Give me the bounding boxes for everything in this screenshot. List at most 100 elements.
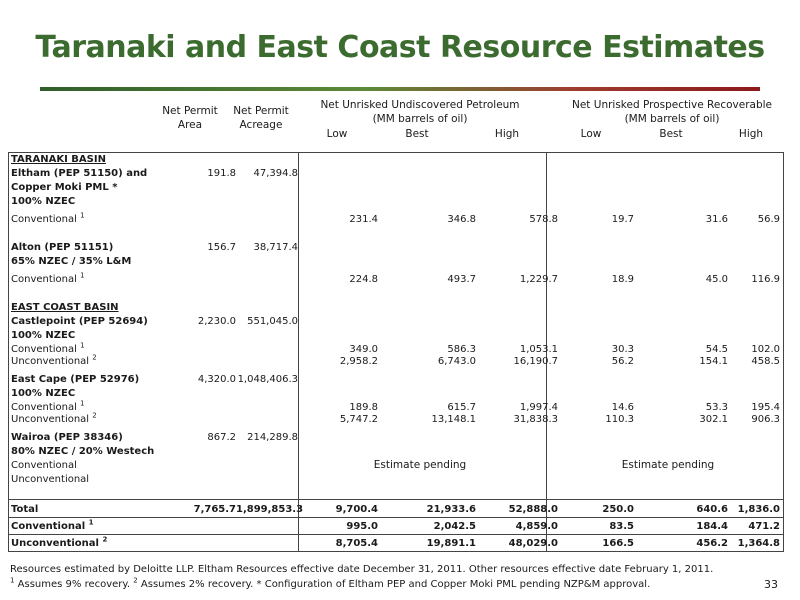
header-unrisked-undiscovered-unit: (MM barrels of oil) <box>372 113 468 125</box>
cell-p-high: 458.5 <box>751 356 780 367</box>
cell-u-high: 52,888.0 <box>508 504 558 515</box>
cell-u-low: 349.0 <box>349 344 378 355</box>
cell-p-high: 471.2 <box>748 521 780 532</box>
cell-p-low: 56.2 <box>611 356 634 367</box>
footnote-marker-1: 1 <box>10 576 15 585</box>
table-row: Conventional 1 224.8 493.7 1,229.7 18.9 45.0 1… <box>8 271 784 287</box>
footnote-recovery: 1 Assumes 9% recovery. 2 Assumes 2% reco… <box>10 576 651 592</box>
header-p-high: High <box>738 128 764 140</box>
cell-acreage: 1,899,853.3 <box>236 504 304 515</box>
cell-u-high: 578.8 <box>529 214 558 225</box>
total-divider <box>8 499 784 500</box>
row-label: Unconventional <box>11 538 99 549</box>
cell-p-low: 250.0 <box>602 504 634 515</box>
cell-u-low: 995.0 <box>346 521 378 532</box>
row-label: Unconventional <box>11 414 90 425</box>
cell-area: 2,230.0 <box>197 316 236 327</box>
footnote-marker: 1 <box>80 271 85 280</box>
cell-p-best: 456.2 <box>696 538 728 549</box>
table-row: Unconventional <box>8 473 784 487</box>
cell-u-best: 2,042.5 <box>433 521 476 532</box>
cell-u-low: 189.8 <box>349 402 378 413</box>
footnote-marker: 2 <box>92 353 97 362</box>
cell-p-low: 19.7 <box>611 214 634 225</box>
cell-u-best: 13,148.1 <box>431 414 476 425</box>
cell-u-low: 5,747.2 <box>339 414 378 425</box>
table-row: Conventional 1 231.4 346.8 578.8 19.7 31.6 56.… <box>8 211 784 227</box>
cell-area: 4,320.0 <box>197 374 236 385</box>
header-unrisked-prospective: Net Unrisked Prospective Recoverable <box>571 99 772 111</box>
table-row: TARANAKI BASIN <box>8 153 784 167</box>
cell-u-low: 9,700.4 <box>335 504 378 515</box>
table-row: EAST COAST BASIN <box>8 301 784 315</box>
cell-acreage: 551,045.0 <box>247 316 298 327</box>
table-row: 80% NZEC / 20% Westech <box>8 445 784 459</box>
table-row: Wairoa (PEP 38346) 867.2 214,289.8 <box>8 431 784 445</box>
table-row: 100% NZEC <box>8 387 784 401</box>
row-label-wrap: Conventional 1 <box>11 399 85 415</box>
table-row: 100% NZEC <box>8 329 784 343</box>
table-row: Total 7,765.7 1,899,853.3 9,700.4 21,933.6 52… <box>8 503 784 517</box>
cell-u-high: 48,029.0 <box>508 538 558 549</box>
row-label: Conventional <box>11 214 77 225</box>
cell-acreage: 47,394.8 <box>253 168 298 179</box>
header-net-permit-acreage: Net Permit Acreage <box>233 105 289 131</box>
row-label: Total <box>11 504 39 515</box>
estimate-pending-prospective: Estimate pending <box>621 459 715 471</box>
cell-p-high: 195.4 <box>751 402 780 413</box>
cell-p-best: 302.1 <box>699 414 728 425</box>
cell-p-high: 1,836.0 <box>737 504 780 515</box>
title-divider <box>40 87 760 91</box>
column-divider <box>298 152 299 552</box>
cell-p-low: 30.3 <box>611 344 634 355</box>
cell-u-high: 1,053.1 <box>519 344 558 355</box>
row-label: Castlepoint (PEP 52694) <box>11 316 148 327</box>
table-row: Alton (PEP 51151) 156.7 38,717.4 <box>8 241 784 255</box>
footnote-marker: 1 <box>80 399 85 408</box>
cell-u-best: 346.8 <box>447 214 476 225</box>
row-label: Conventional <box>11 344 77 355</box>
row-label-wrap: Conventional 1 <box>11 271 85 287</box>
footnote-marker: 2 <box>92 411 97 420</box>
table-row: Conventional 1 995.0 2,042.5 4,859.0 83.5 184… <box>8 519 784 534</box>
row-label: Eltham (PEP 51150) and <box>11 168 148 179</box>
table-row: 100% NZEC <box>8 195 784 209</box>
table-row: Unconventional 2 5,747.2 13,148.1 31,838.3 1… <box>8 411 784 427</box>
footnote-marker: 1 <box>80 211 85 220</box>
cell-u-best: 586.3 <box>447 344 476 355</box>
row-label-wrap: Unconventional 2 <box>11 536 107 551</box>
cell-acreage: 1,048,406.3 <box>237 374 298 385</box>
header-net-permit-area: Net Permit Area <box>162 105 218 131</box>
cell-acreage: 214,289.8 <box>247 432 298 443</box>
row-label: Wairoa (PEP 38346) <box>11 432 123 443</box>
footnote-source: Resources estimated by Deloitte LLP. Elt… <box>10 564 714 575</box>
cell-p-high: 102.0 <box>751 344 780 355</box>
row-divider <box>8 534 784 535</box>
table-row: Conventional 1 349.0 586.3 1,053.1 30.3 54.5 1… <box>8 342 784 357</box>
row-label: East Cape (PEP 52976) <box>11 374 140 385</box>
cell-p-best: 154.1 <box>699 356 728 367</box>
cell-p-high: 56.9 <box>757 214 780 225</box>
header-u-high: High <box>494 128 520 140</box>
footnote-marker-2: 2 <box>133 576 138 585</box>
table-row: 65% NZEC / 35% L&M <box>8 255 784 269</box>
page-title: Taranaki and East Coast Resource Estimat… <box>35 30 765 65</box>
cell-p-low: 14.6 <box>611 402 634 413</box>
cell-u-best: 615.7 <box>447 402 476 413</box>
cell-p-low: 110.3 <box>605 414 634 425</box>
footnote-text-2: Assumes 2% recovery. * Configuration of … <box>137 579 651 590</box>
cell-p-high: 116.9 <box>751 274 780 285</box>
cell-u-high: 1,997.4 <box>519 402 558 413</box>
cell-u-high: 4,859.0 <box>515 521 558 532</box>
cell-p-best: 54.5 <box>705 344 728 355</box>
cell-p-high: 1,364.8 <box>737 538 780 549</box>
cell-u-high: 16,190.7 <box>513 356 558 367</box>
cell-p-best: 184.4 <box>696 521 728 532</box>
row-label: Unconventional <box>11 356 90 367</box>
row-label: EAST COAST BASIN <box>11 302 119 313</box>
row-label-wrap: Conventional 1 <box>11 519 93 534</box>
table-row: Castlepoint (PEP 52694) 2,230.0 551,045.0 <box>8 315 784 329</box>
cell-acreage: 38,717.4 <box>253 242 298 253</box>
header-u-low: Low <box>326 128 348 140</box>
resource-table <box>8 152 784 552</box>
